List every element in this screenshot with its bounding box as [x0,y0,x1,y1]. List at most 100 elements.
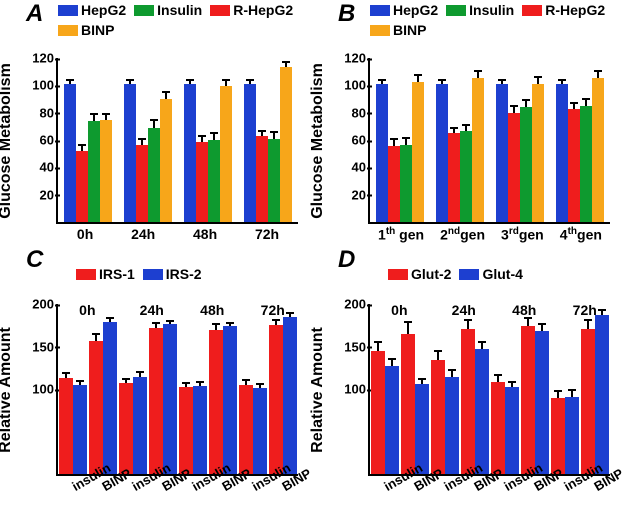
rhepg2-bar [568,109,580,222]
error-cap-top [102,113,110,115]
error-cap-top [568,389,576,391]
y-tick: 150 [344,339,370,354]
error-bar [69,80,71,84]
error-cap-top [508,381,516,383]
error-bar [451,370,453,377]
x-tick-label: BINP [219,476,235,494]
binp-bar [532,84,544,222]
error-bar [109,318,111,321]
binp-bar [220,86,232,222]
error-cap-top [462,124,470,126]
error-cap-top [258,130,266,132]
error-cap-top [450,127,458,129]
legend-label: BINP [81,22,114,38]
rhepg2-swatch [522,5,542,16]
glut2-bar [581,329,595,474]
error-bar [95,334,97,341]
error-bar [215,324,217,329]
error-bar [245,380,247,384]
error-bar [81,145,83,152]
insulin-bar [208,140,220,222]
rhepg2-bar [448,133,460,222]
panel-label-a: A [26,0,43,28]
bar-group [209,326,237,474]
y-tick: 60 [40,133,58,148]
error-cap-top [570,102,578,104]
insulin-bar [148,128,160,222]
error-cap-top [438,79,446,81]
glut4-bar [385,366,399,474]
error-cap-top [582,98,590,100]
hepg2-bar [376,84,388,222]
x-tick-label: insulin [69,476,85,494]
y-tick: 200 [32,297,58,312]
legend-item: BINP [58,22,114,38]
irs2-bar [283,317,297,474]
irs1-bar [269,325,283,474]
error-bar [477,71,479,78]
legend-item: HepG2 [370,2,438,18]
error-bar [501,80,503,84]
x-tick-label: insulin [189,476,205,494]
legend-label: R-HepG2 [233,2,293,18]
legend: HepG2 Insulin R-HepG2 BINP [370,2,606,38]
x-tick-label: 3rdgen [501,226,544,243]
rhepg2-swatch [210,5,230,16]
legend: HepG2InsulinR-HepG2BINP [58,2,294,38]
error-cap-top [162,91,170,93]
panel-label-b: B [338,0,355,28]
bars-container [58,304,298,474]
legend-label: HepG2 [393,2,438,18]
error-bar [79,381,81,385]
error-cap-top [378,79,386,81]
x-tick-label: 2ndgen [440,226,485,243]
error-bar [185,383,187,387]
error-cap-top [136,371,144,373]
glut4-bar [535,331,549,474]
error-bar [513,106,515,113]
x-tick-label: 24h [131,226,155,242]
irs2-bar [133,377,147,474]
y-tick: 120 [344,51,370,66]
legend-label: R-HepG2 [545,2,605,18]
bars-container [58,58,298,222]
error-cap-top [256,383,264,385]
error-cap-top [270,131,278,133]
bar-group [124,84,172,222]
x-tick-label: BINP [531,476,547,494]
error-bar [285,62,287,68]
error-bar [381,80,383,84]
error-bar [587,320,589,329]
error-bar [261,131,263,137]
insulin-swatch [446,5,466,16]
glut2-bar [461,329,475,474]
insulin-bar [520,107,532,222]
error-cap-top [510,105,518,107]
irs1-bar [239,385,253,474]
legend-item: BINP [370,22,426,38]
legend-label: Insulin [469,2,514,18]
error-bar [391,359,393,366]
y-tick: 100 [32,78,58,93]
bar-group [371,351,399,474]
error-cap-top [404,321,412,323]
error-cap-top [166,320,174,322]
error-cap-top [474,70,482,72]
error-bar [249,80,251,84]
rhepg2-bar [136,145,148,222]
error-cap-top [448,369,456,371]
error-cap-top [498,79,506,81]
error-bar [421,379,423,384]
error-cap-top [554,390,562,392]
y-tick: 100 [344,78,370,93]
error-cap-top [494,374,502,376]
plot-area: 204060801001200h24h48h72h [56,58,298,224]
binp-bar [100,120,112,222]
error-cap-top [558,79,566,81]
panel-label-c: C [26,246,43,274]
bar-group [64,84,112,222]
x-tick-label: BINP [279,476,295,494]
error-cap-top [126,79,134,81]
y-tick: 20 [40,187,58,202]
time-label: 0h [391,302,407,318]
